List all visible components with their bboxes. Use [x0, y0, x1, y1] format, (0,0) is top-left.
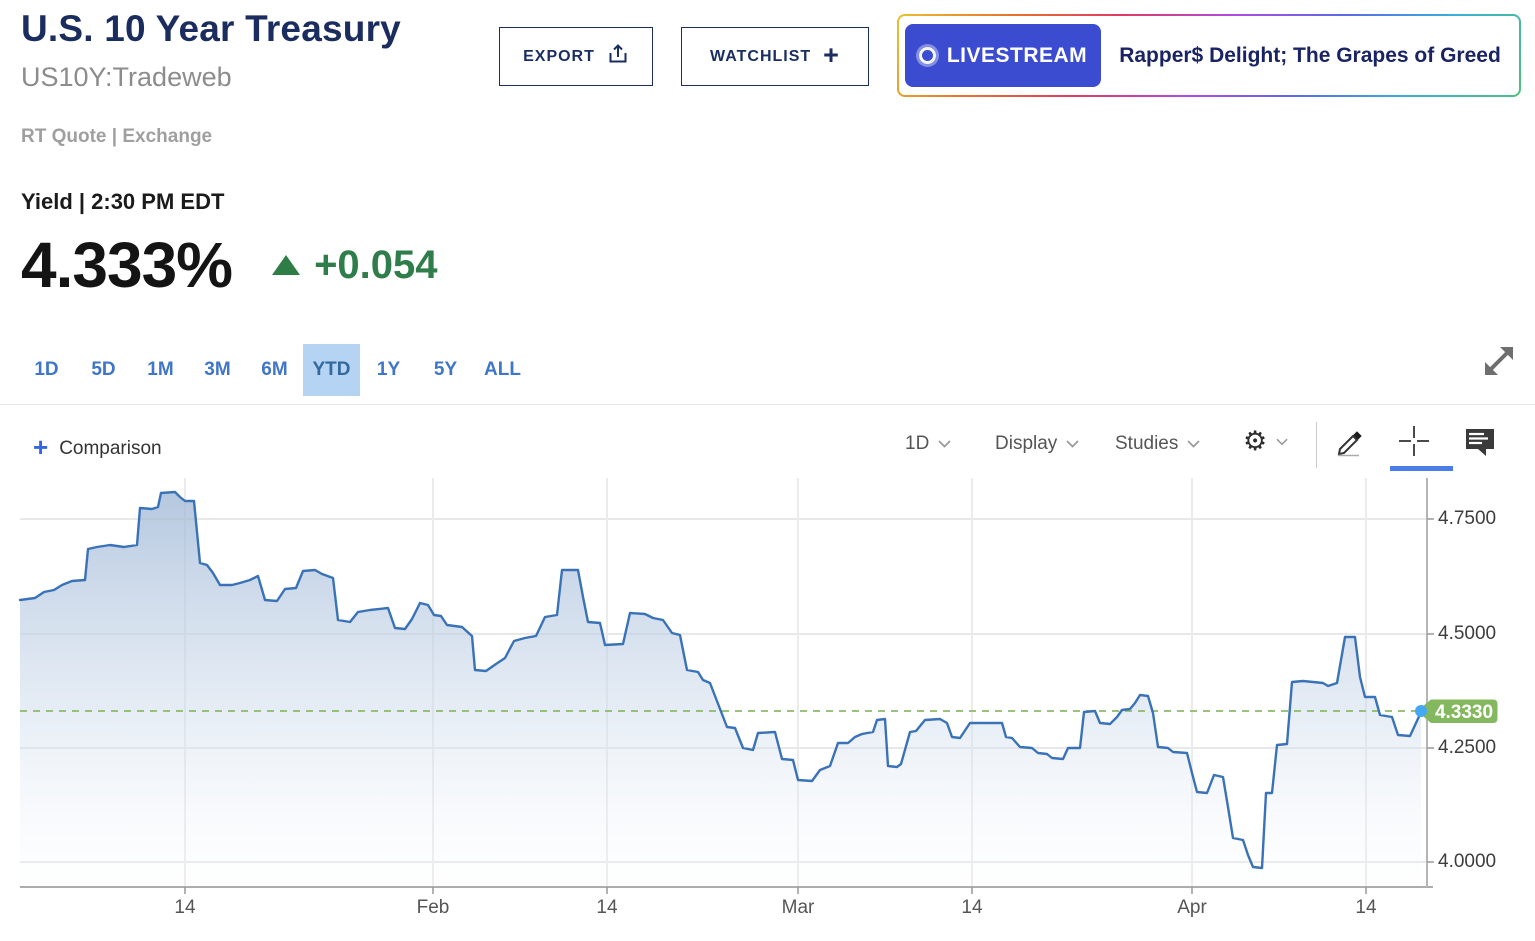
y-axis-label: 4.5000 — [1438, 623, 1497, 644]
comparison-label: Comparison — [59, 438, 162, 459]
range-tab-1m[interactable]: 1M — [147, 359, 174, 380]
x-axis-label: 14 — [1355, 897, 1377, 918]
x-axis-label: 14 — [961, 897, 983, 918]
yield-timestamp-label: Yield | 2:30 PM EDT — [21, 189, 225, 214]
export-share-icon — [607, 43, 629, 70]
range-tab-5y[interactable]: 5Y — [433, 359, 458, 380]
range-tab-all[interactable]: ALL — [484, 359, 521, 380]
watchlist-plus-icon: + — [823, 40, 840, 70]
yield-value: 4.333% — [21, 229, 233, 301]
range-tab-1y[interactable]: 1Y — [376, 359, 401, 380]
watchlist-button[interactable]: WATCHLIST + — [681, 27, 869, 86]
chevron-down-icon — [1066, 440, 1079, 448]
quote-source-label: RT Quote | Exchange — [21, 126, 213, 147]
range-tab-ytd[interactable]: YTD — [303, 344, 360, 396]
active-tool-underline — [1390, 466, 1453, 471]
quote-value-row: 4.333% +0.054 — [21, 228, 438, 302]
livestream-banner-inner: LIVESTREAM Rapper$ Delight; The Grapes o… — [899, 16, 1519, 95]
range-tab-5d[interactable]: 5D — [91, 359, 116, 380]
interval-dropdown[interactable]: 1D — [905, 433, 951, 455]
livestream-button[interactable]: LIVESTREAM — [905, 24, 1101, 87]
x-axis-label: Feb — [416, 897, 450, 918]
livestream-label: LIVESTREAM — [946, 43, 1088, 67]
record-dot-icon — [918, 47, 936, 64]
page-title: U.S. 10 Year Treasury — [21, 8, 401, 49]
studies-dropdown[interactable]: Studies — [1115, 433, 1200, 455]
chevron-down-icon — [1276, 438, 1288, 445]
change-up-triangle-icon — [272, 255, 301, 275]
tabs-divider — [0, 404, 1535, 405]
range-tab-6m[interactable]: 6M — [261, 359, 288, 380]
export-button-label: EXPORT — [523, 47, 595, 65]
comparison-plus-icon: + — [33, 432, 49, 462]
y-axis-label: 4.7500 — [1438, 508, 1497, 529]
last-value-badge: 4.3330 — [1435, 702, 1493, 723]
range-tabs: 1D 5D 1M 3M 6M YTD 1Y 5Y ALL — [18, 344, 531, 396]
interval-dropdown-label: 1D — [905, 433, 930, 454]
pencil-draw-icon[interactable] — [1332, 424, 1366, 463]
livestream-show-title: Rapper$ Delight; The Grapes of Greed — [1119, 43, 1501, 67]
display-dropdown-label: Display — [995, 433, 1058, 454]
add-comparison-button[interactable]: + Comparison — [33, 432, 162, 462]
comments-icon[interactable] — [1464, 427, 1496, 462]
display-dropdown[interactable]: Display — [995, 433, 1079, 455]
x-axis-label: Apr — [1177, 897, 1207, 918]
settings-dropdown[interactable]: ⚙ — [1243, 426, 1288, 457]
studies-dropdown-label: Studies — [1115, 433, 1179, 454]
x-axis-label: 14 — [174, 897, 196, 918]
chevron-down-icon — [938, 440, 951, 448]
x-axis-label: Mar — [781, 897, 815, 918]
instrument-symbol: US10Y:Tradeweb — [21, 62, 232, 92]
yield-change: +0.054 — [314, 242, 438, 287]
export-button[interactable]: EXPORT — [499, 27, 653, 86]
fullscreen-expand-icon[interactable] — [1476, 338, 1522, 384]
y-axis-label: 4.2500 — [1438, 737, 1497, 758]
toolbar-divider — [1316, 422, 1317, 468]
chevron-down-icon — [1187, 440, 1200, 448]
price-chart[interactable]: 4.3330 4.7500 4.5000 4.2500 4.0000 14 Feb 14 Mar… — [0, 470, 1535, 941]
crosshair-icon[interactable] — [1398, 425, 1430, 462]
watchlist-button-label: WATCHLIST — [710, 47, 812, 65]
y-axis-label: 4.0000 — [1438, 851, 1497, 872]
range-tab-1d[interactable]: 1D — [34, 359, 59, 380]
x-axis-label: 14 — [596, 897, 618, 918]
range-tab-3m[interactable]: 3M — [204, 359, 231, 380]
livestream-banner[interactable]: LIVESTREAM Rapper$ Delight; The Grapes o… — [897, 14, 1521, 97]
gear-icon: ⚙ — [1243, 426, 1268, 456]
